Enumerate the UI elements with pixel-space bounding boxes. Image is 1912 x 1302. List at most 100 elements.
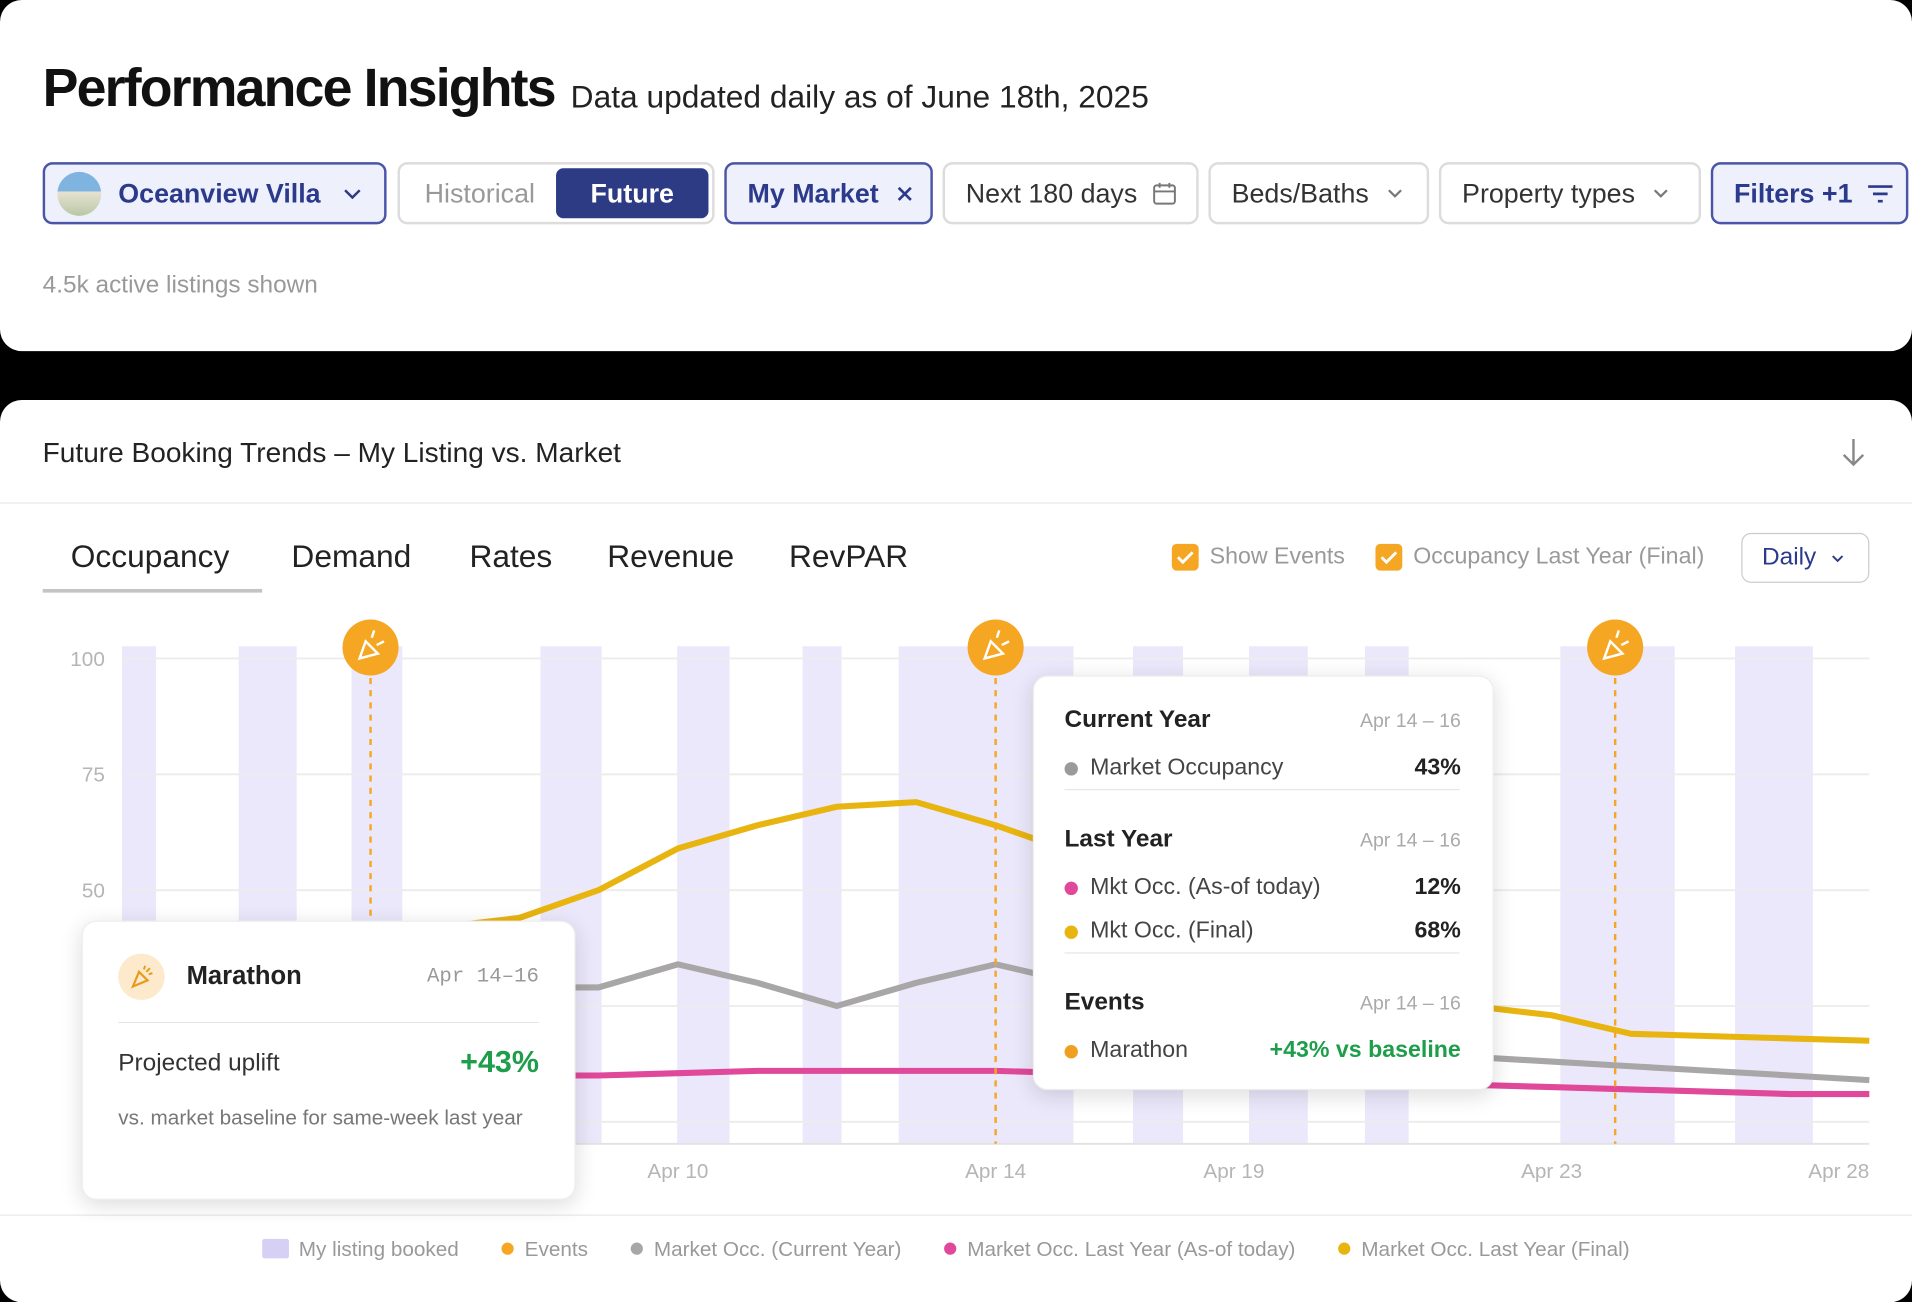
- avatar: [57, 171, 102, 216]
- legend-swatch: [501, 1242, 514, 1255]
- tooltip-row-label: Market Occupancy: [1090, 754, 1284, 781]
- legend-label: My listing booked: [299, 1238, 459, 1261]
- mode-option[interactable]: Future: [556, 168, 709, 219]
- chevron: [1832, 554, 1844, 562]
- property-select[interactable]: Oceanview Villa: [42, 162, 387, 225]
- legend-label: Market Occ. Last Year (Final): [1361, 1238, 1629, 1261]
- event-glyph: [357, 630, 385, 661]
- legend-swatch: [944, 1242, 957, 1255]
- types-filter[interactable]: Property types: [1438, 162, 1702, 225]
- types-label: Property types: [1462, 177, 1636, 208]
- calendar-icon: [1152, 182, 1176, 205]
- checkbox[interactable]: [1375, 543, 1403, 571]
- check: [1176, 551, 1194, 565]
- event-name: Marathon: [186, 962, 302, 991]
- period-filter[interactable]: Next 180 days: [942, 162, 1199, 225]
- booked-band: [802, 646, 842, 1144]
- x-tick-label: Apr 10: [647, 1160, 708, 1183]
- tab[interactable]: Rates: [469, 537, 553, 575]
- event-dates: Apr 14–16: [426, 965, 539, 989]
- tooltip-row-value: 68%: [1414, 918, 1461, 944]
- tooltip-row-value: +43% vs baseline: [1269, 1037, 1461, 1064]
- legend-label: Events: [525, 1238, 588, 1261]
- legend-dot: [1064, 881, 1078, 896]
- legend-dot: [1064, 925, 1078, 939]
- toggle-label: Occupancy Last Year (Final): [1413, 543, 1705, 570]
- tooltip-section-title: Current Year: [1064, 706, 1211, 733]
- party-icon: [130, 965, 153, 989]
- metric-note: vs. market baseline for same-week last y…: [118, 1105, 523, 1130]
- check: [1380, 551, 1398, 565]
- divider: [1064, 788, 1460, 791]
- more-filters[interactable]: Filters +1: [1710, 162, 1909, 225]
- header-card: Performance Insights Data updated daily …: [0, 0, 1912, 352]
- mode-option[interactable]: Historical: [424, 177, 535, 208]
- legend-label: Market Occ. (Current Year): [654, 1238, 902, 1261]
- event-icon: [118, 953, 165, 1000]
- y-tick-label: 50: [82, 879, 105, 902]
- beds-label: Beds/Baths: [1231, 177, 1369, 208]
- x-tick-label: Apr 23: [1521, 1160, 1582, 1183]
- legend-dot: [1064, 762, 1078, 776]
- tab[interactable]: RevPAR: [788, 537, 909, 575]
- legend-swatch: [1338, 1242, 1351, 1255]
- chevron: [344, 188, 361, 199]
- legend-label: Market Occ. Last Year (As-of today): [967, 1238, 1295, 1261]
- market-filter[interactable]: My Market: [724, 162, 933, 225]
- close-icon[interactable]: [896, 185, 913, 202]
- tooltip-dates: Apr 14 – 16: [1359, 830, 1461, 852]
- page-title: Performance Insights: [42, 58, 557, 119]
- property-name: Oceanview Villa: [118, 177, 321, 208]
- chevron: [1653, 189, 1668, 198]
- divider: [118, 1021, 539, 1024]
- subtitle: Data updated daily as of June 18th, 2025: [570, 78, 1149, 115]
- checkbox[interactable]: [1171, 543, 1199, 571]
- granularity: Daily: [1762, 543, 1817, 571]
- metric-label: Projected uplift: [118, 1049, 280, 1077]
- tooltip-row-label: Marathon: [1090, 1037, 1189, 1064]
- tooltip-dates: Apr 14 – 16: [1359, 993, 1461, 1015]
- more-label: Filters +1: [1733, 177, 1853, 208]
- tab-underline: [42, 588, 263, 593]
- mode-toggle: Historical Future: [397, 162, 715, 225]
- market-label: My Market: [747, 177, 879, 208]
- booked-band: [677, 646, 730, 1144]
- legend-swatch: [262, 1238, 289, 1259]
- chevron: [1387, 189, 1402, 198]
- y-tick-label: 100: [70, 648, 105, 671]
- divider: [1064, 952, 1460, 954]
- tab[interactable]: Revenue: [607, 537, 735, 575]
- tooltip-row-value: 43%: [1414, 754, 1461, 781]
- x-tick-label: Apr 14: [965, 1160, 1026, 1183]
- legend-dot: [1064, 1045, 1078, 1059]
- metric-value: +43%: [460, 1045, 539, 1080]
- divider: [0, 1214, 1912, 1216]
- granularity-select[interactable]: Daily: [1741, 532, 1870, 583]
- tooltip-section-title: Events: [1064, 988, 1145, 1016]
- tooltip: Current Year Apr 14 – 16 Market Occupancy 4…: [1032, 675, 1494, 1091]
- event-card: Marathon Apr 14–16 Projected uplift +43%…: [81, 920, 576, 1200]
- beds-filter[interactable]: Beds/Baths: [1208, 162, 1430, 225]
- tooltip-row-label: Mkt Occ. (As-of today): [1090, 874, 1321, 900]
- x-tick-label: Apr 19: [1203, 1160, 1264, 1183]
- event-glyph: [1602, 630, 1630, 661]
- panel-title: Future Booking Trends – My Listing vs. M…: [42, 436, 621, 469]
- tab[interactable]: Demand: [291, 537, 412, 575]
- event-glyph: [982, 630, 1010, 661]
- download-icon[interactable]: [1839, 437, 1868, 469]
- booked-band: [1735, 646, 1813, 1144]
- legend-swatch: [630, 1242, 643, 1255]
- tooltip-section-title: Last Year: [1064, 825, 1173, 853]
- divider: [0, 502, 1912, 504]
- x-tick-label: Apr 28: [1808, 1160, 1869, 1183]
- toggle-label: Show Events: [1209, 543, 1345, 570]
- tab[interactable]: Occupancy: [70, 537, 230, 575]
- listings-note: 4.5k active listings shown: [42, 271, 318, 299]
- tooltip-row-label: Mkt Occ. (Final): [1090, 918, 1254, 944]
- tooltip-dates: Apr 14 – 16: [1359, 710, 1461, 732]
- filter-icon: [1868, 184, 1893, 202]
- tooltip-row-value: 12%: [1414, 874, 1461, 900]
- y-tick-label: 75: [82, 764, 105, 787]
